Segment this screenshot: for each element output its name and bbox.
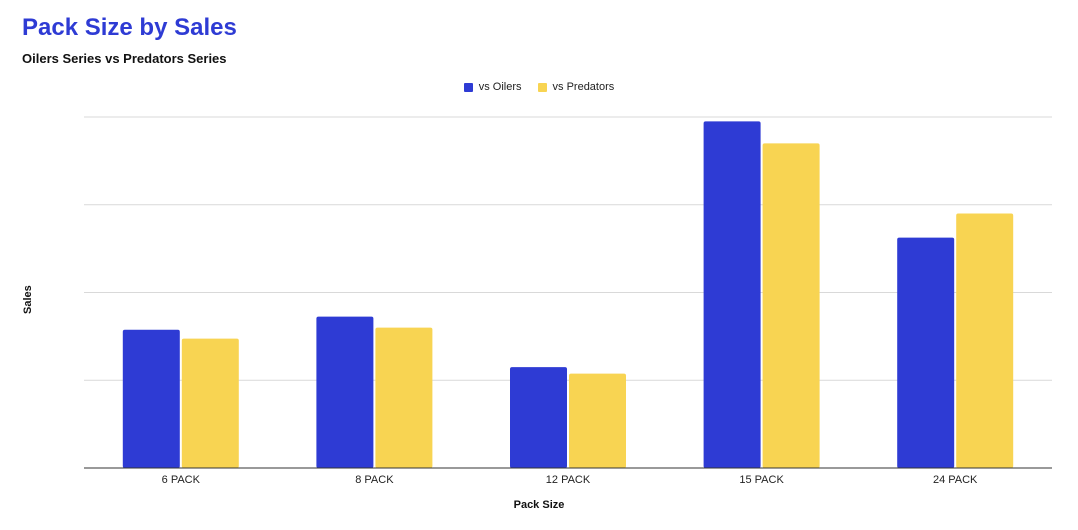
bar-predators-15-pack[interactable]: [762, 143, 820, 468]
legend-label-oilers: vs Oilers: [478, 81, 522, 93]
x-axis-label: Pack Size: [513, 499, 565, 511]
bar-predators-8-pack[interactable]: [375, 327, 433, 468]
legend-item-oilers[interactable]: vs Oilers: [463, 81, 522, 93]
bar-oilers-8-pack[interactable]: [316, 316, 374, 468]
x-tick-label: 15 PACK: [739, 474, 784, 486]
x-tick-label: 12 PACK: [546, 474, 591, 486]
bar-oilers-12-pack[interactable]: [510, 367, 567, 468]
bar-predators-24-pack[interactable]: [956, 213, 1014, 468]
bar-oilers-24-pack[interactable]: [897, 237, 955, 468]
x-tick-label: 24 PACK: [933, 474, 978, 486]
bar-predators-6-pack[interactable]: [181, 338, 239, 468]
legend: vs Oilers vs Predators: [0, 81, 1078, 93]
x-tick-label: 6 PACK: [162, 474, 201, 486]
bar-oilers-15-pack[interactable]: [703, 121, 761, 468]
chart-subtitle: Oilers Series vs Predators Series: [22, 51, 227, 66]
x-tick-label: 8 PACK: [355, 474, 394, 486]
chart-title: Pack Size by Sales: [22, 14, 237, 41]
legend-label-predators: vs Predators: [552, 81, 615, 93]
bar-predators-12-pack[interactable]: [569, 373, 626, 468]
legend-swatch-predators: [537, 82, 547, 92]
legend-item-predators[interactable]: vs Predators: [537, 81, 615, 93]
bar-oilers-6-pack[interactable]: [122, 329, 180, 468]
legend-swatch-oilers: [463, 82, 473, 92]
